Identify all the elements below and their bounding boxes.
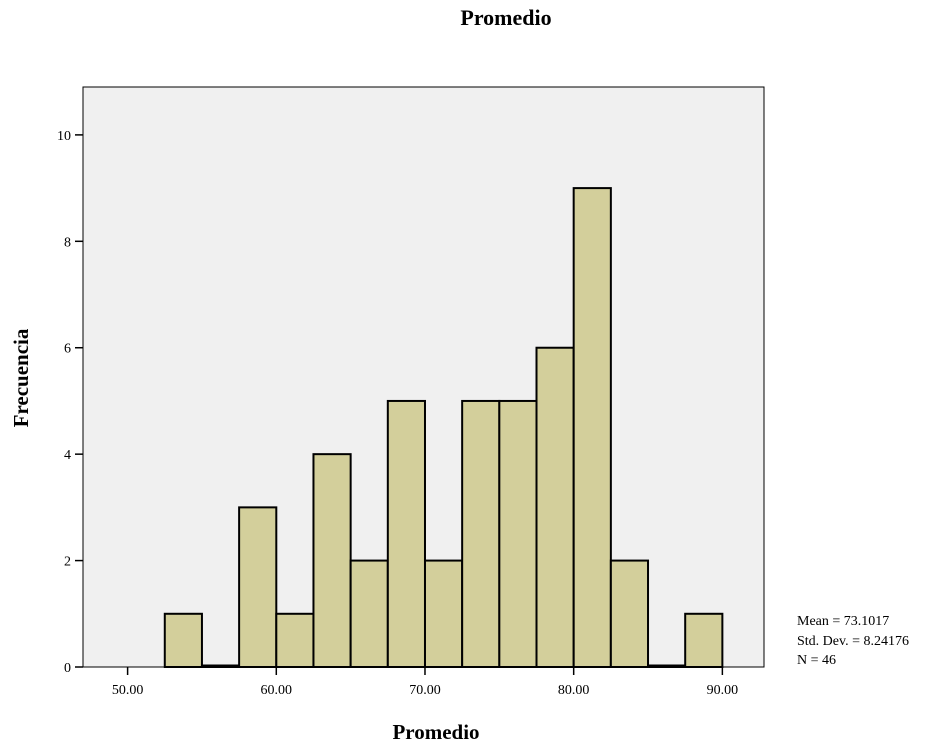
- histogram-bar: [684, 612, 724, 669]
- histogram-bar: [535, 346, 575, 668]
- bars-group: [163, 187, 724, 669]
- stats-mean: Mean = 73.1017: [797, 614, 889, 629]
- histogram-bar: [200, 664, 241, 668]
- y-tick-label: 4: [64, 448, 71, 463]
- x-tick-label: 70.00: [409, 683, 441, 698]
- x-axis: 50.00 60.00 70.00 80.00 90.00: [112, 667, 738, 698]
- y-tick-label: 2: [64, 555, 71, 570]
- histogram-bar: [423, 559, 464, 669]
- y-tick-label: 10: [57, 129, 71, 144]
- y-axis: 0 2 4 6 8 10: [57, 129, 83, 676]
- histogram-bar: [461, 399, 501, 668]
- histogram-bar: [312, 453, 352, 669]
- stats-box: Mean = 73.1017 Std. Dev. = 8.24176 N = 4…: [797, 614, 909, 668]
- x-tick-label: 50.00: [112, 683, 144, 698]
- histogram-bar: [572, 187, 612, 668]
- x-axis-title: Promedio: [392, 720, 479, 744]
- x-tick-label: 90.00: [707, 683, 739, 698]
- histogram-bar: [349, 559, 389, 669]
- y-tick-label: 0: [64, 661, 71, 676]
- histogram-bar: [609, 559, 650, 669]
- histogram-bar: [386, 399, 426, 668]
- histogram-bar: [498, 399, 538, 668]
- histogram-bar: [647, 664, 687, 668]
- chart-title: Promedio: [460, 5, 551, 30]
- histogram-bar: [238, 506, 278, 668]
- histogram-bar: [163, 612, 203, 669]
- y-axis-title: Frecuencia: [9, 328, 33, 427]
- y-tick-label: 8: [64, 235, 71, 250]
- stats-std-dev: Std. Dev. = 8.24176: [797, 634, 909, 649]
- histogram-bar: [275, 612, 315, 669]
- y-tick-label: 6: [64, 342, 71, 357]
- stats-n: N = 46: [797, 653, 836, 668]
- x-tick-label: 60.00: [261, 683, 293, 698]
- x-tick-label: 80.00: [558, 683, 590, 698]
